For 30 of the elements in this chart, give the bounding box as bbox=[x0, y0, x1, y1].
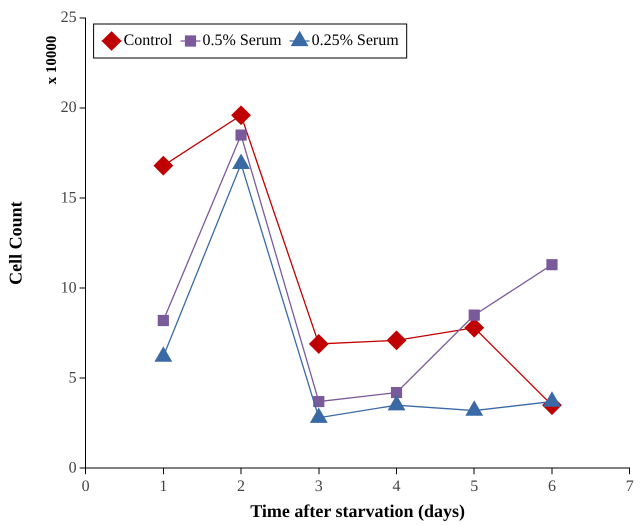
legend-label: 0.25% Serum bbox=[312, 32, 400, 50]
x-axis-title: Time after starvation (days) bbox=[250, 500, 466, 521]
point bbox=[158, 314, 169, 326]
y-tick-label: 0 bbox=[68, 459, 77, 476]
y-tick-label: 10 bbox=[60, 279, 77, 296]
x-tick-label: 6 bbox=[548, 478, 556, 496]
point bbox=[313, 396, 324, 408]
point bbox=[390, 386, 402, 398]
y-tick-label: 15 bbox=[60, 189, 77, 206]
point bbox=[154, 156, 173, 176]
x-tick-label: 1 bbox=[159, 478, 168, 496]
y-tick-label: 5 bbox=[68, 369, 77, 386]
point bbox=[386, 330, 406, 350]
x-tick-label: 7 bbox=[626, 478, 634, 496]
x-tick-label: 2 bbox=[237, 478, 246, 496]
point bbox=[231, 106, 251, 125]
x-tick-label: 0 bbox=[82, 478, 90, 496]
y-axis-title: Cell Count bbox=[5, 201, 26, 285]
x-tick-label: 4 bbox=[392, 478, 401, 496]
legend-label: 0.5% Serum bbox=[202, 32, 282, 50]
point bbox=[235, 129, 247, 141]
point bbox=[546, 259, 558, 270]
text: x 10000 bbox=[44, 36, 60, 84]
point bbox=[468, 310, 480, 321]
y-tick-label: 25 bbox=[60, 9, 77, 26]
y-tick-label: 20 bbox=[60, 99, 77, 116]
x-tick-label: 5 bbox=[470, 478, 478, 496]
x-tick-label: 3 bbox=[314, 478, 323, 496]
point bbox=[309, 334, 328, 354]
legend-label: Control bbox=[124, 32, 174, 50]
